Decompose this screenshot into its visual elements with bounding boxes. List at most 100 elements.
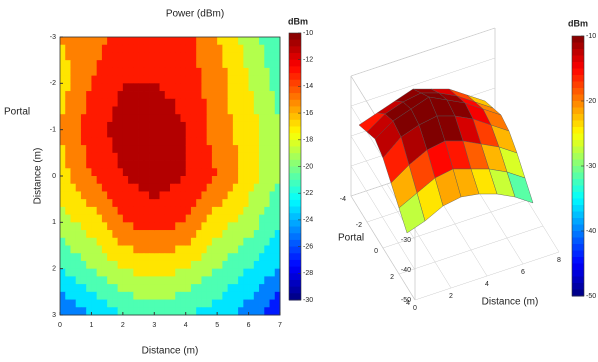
colorbar-segment <box>572 55 584 63</box>
contour-cell <box>217 307 223 316</box>
contour-cell <box>96 145 103 154</box>
contour-cell <box>274 183 281 192</box>
contour-cell <box>190 114 197 123</box>
contour-cell <box>107 176 113 185</box>
contour-cell <box>211 67 218 77</box>
x-tick-label: 6 <box>247 322 251 329</box>
contour-cell <box>190 276 197 285</box>
contour-cell <box>190 75 197 84</box>
contour-cell <box>75 91 82 100</box>
contour-cell <box>143 160 150 169</box>
contour-cell <box>211 206 218 216</box>
contour-cell <box>248 176 255 185</box>
contour-cell <box>248 253 255 262</box>
contour-cell <box>75 98 82 107</box>
contour-cell <box>206 52 213 61</box>
contour-cell <box>164 253 171 262</box>
contour-cell <box>75 245 82 254</box>
contour-cell <box>70 129 77 138</box>
contour-cell <box>185 230 192 239</box>
x-tick-label: 5 <box>215 322 219 329</box>
contour-cell <box>227 160 234 169</box>
contour-cell <box>190 67 197 77</box>
contour-cell <box>206 75 213 84</box>
contour-cell <box>133 176 139 185</box>
contour-cell <box>264 222 270 231</box>
contour-cell <box>222 106 229 115</box>
contour-cell <box>185 67 192 77</box>
colorbar-tick-label: -16 <box>303 110 313 117</box>
contour-cell <box>65 199 71 208</box>
contour-cell <box>190 230 197 239</box>
contour-cell <box>70 121 77 131</box>
contour-cell <box>60 230 66 239</box>
contour-cell <box>264 106 270 115</box>
contour-cell <box>175 44 181 53</box>
contour-cell <box>253 75 260 84</box>
contour-cell <box>180 291 187 300</box>
contour-cell <box>222 160 229 169</box>
contour-cell <box>65 222 71 231</box>
contour-cell <box>175 168 181 177</box>
colorbar-segment <box>289 39 301 47</box>
contour-cell <box>86 98 92 107</box>
contour-cell <box>164 284 171 293</box>
contour-cell <box>274 206 281 216</box>
contour-cell <box>180 145 187 154</box>
contour-cell <box>112 206 119 216</box>
contour-cell <box>138 168 145 177</box>
contour-cell <box>86 60 92 69</box>
colorbar-tick-label: -28 <box>303 270 313 277</box>
contour-cell <box>128 114 134 123</box>
contour-cell <box>211 106 218 115</box>
contour-cell <box>243 230 249 239</box>
colorbar-tick-label: -14 <box>303 83 313 90</box>
contour-cell <box>264 168 270 177</box>
contour-cell <box>112 37 119 46</box>
contour-cell <box>65 37 71 46</box>
contour-cell <box>154 299 160 308</box>
contour-cell <box>269 121 276 131</box>
contour-cell <box>65 152 71 161</box>
contour-cell <box>101 129 108 138</box>
contour-cell <box>75 260 82 270</box>
contour-cell <box>248 152 255 161</box>
contour-cell <box>75 160 82 169</box>
contour-cell <box>259 230 265 239</box>
contour-cell <box>86 268 92 277</box>
contour-cell <box>164 137 171 146</box>
contour-cell <box>248 206 255 216</box>
contour-cell <box>86 145 92 154</box>
contour-cell <box>159 145 166 154</box>
contour-cell <box>259 60 265 69</box>
contour-cell <box>269 129 276 138</box>
contour-cell <box>70 60 77 69</box>
contour-cell <box>91 60 98 69</box>
contour-cell <box>253 291 260 300</box>
contour-cell <box>175 176 181 185</box>
contour-cell <box>91 191 98 200</box>
contour-cell <box>164 222 171 231</box>
contour-cell <box>96 191 103 200</box>
contour-cell <box>206 152 213 161</box>
contour-cell <box>138 299 145 308</box>
contour-cell <box>60 191 66 200</box>
contour-cell <box>264 67 270 77</box>
contour-cell <box>107 37 113 46</box>
contour-cell <box>185 268 192 277</box>
contour-cell <box>243 152 249 161</box>
colorbar-tick-label: -20 <box>303 163 313 170</box>
contour-cell <box>133 237 139 246</box>
contour-cell <box>259 114 265 123</box>
contour-cell <box>101 176 108 185</box>
contour-cell <box>253 67 260 77</box>
contour-cell <box>269 160 276 169</box>
contour-cell <box>80 206 87 216</box>
colorbar-segment <box>572 159 584 167</box>
contour-cell <box>154 222 160 231</box>
contour-cell <box>70 52 77 61</box>
contour-cell <box>159 52 166 61</box>
contour-cell <box>232 176 239 185</box>
contour-cell <box>232 114 239 123</box>
contour-cell <box>217 191 223 200</box>
